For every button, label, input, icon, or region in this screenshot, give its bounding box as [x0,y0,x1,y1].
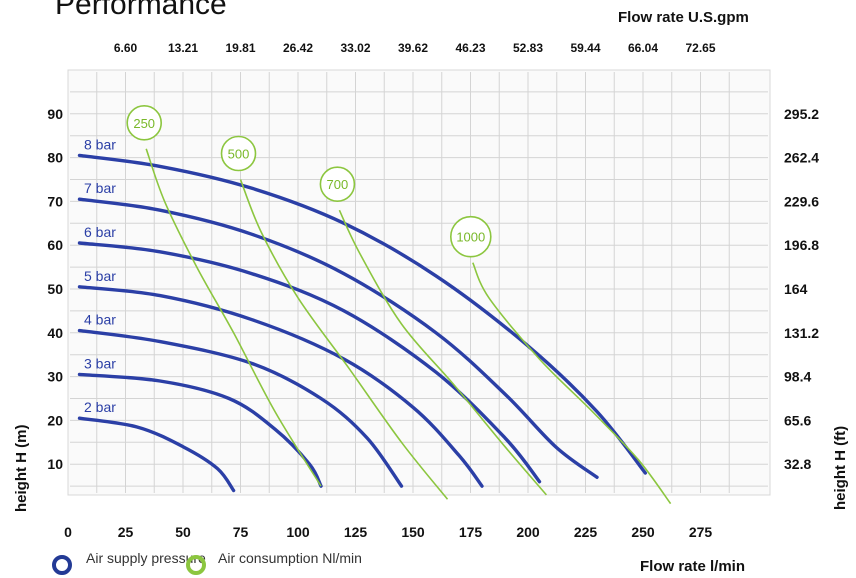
pressure-curve-label: 3 bar [84,355,116,371]
pressure-curve [77,153,647,475]
left-axis-title: height H (m) [13,425,30,513]
pressure-curve-label: 7 bar [84,180,116,196]
x-tick-label: 125 [344,524,368,540]
y-tick-label: 60 [47,237,63,253]
top-axis-title: Flow rate U.S.gpm [618,9,749,26]
top-tick-label: 26.42 [283,41,313,55]
y-tick-label: 40 [47,325,63,341]
air-consumption-curve [472,262,672,505]
air-consumption-curve [338,209,548,496]
x-tick-label: 200 [516,524,540,540]
y-tick-label: 80 [47,150,63,166]
pressure-curve [77,416,236,493]
top-tick-label: 66.04 [628,41,658,55]
air-consumption-label: 700 [327,177,349,192]
air-legend-label: Air consumption Nl/min [218,550,362,566]
pressure-curve [77,372,323,488]
x-tick-label: 175 [459,524,483,540]
top-tick-label: 6.60 [114,41,138,55]
air-consumption-curve [145,148,322,487]
legend: Air supply pressure Air consumption Nl/m… [52,550,362,575]
y-tick-label: 30 [47,369,63,385]
y-right-tick-label: 164 [784,281,808,297]
top-tick-label: 46.23 [455,41,485,55]
air-consumption-marker [220,135,257,172]
top-tick-label: 13.21 [168,41,198,55]
pressure-curve-label: 8 bar [84,136,116,152]
x-tick-label: 275 [689,524,713,540]
pressure-curve [77,197,599,479]
x-tick-label: 75 [233,524,249,540]
x-tick-label: 150 [401,524,425,540]
y-right-tick-label: 262.4 [784,150,819,166]
air-legend-icon [186,555,206,575]
top-tick-label: 52.83 [513,41,543,55]
pressure-curve-label: 6 bar [84,224,116,240]
y-tick-label: 10 [47,456,63,472]
pressure-legend-icon [52,555,72,575]
bottom-axis-ticks: 0 25 50 75 100 125 150 175 200 225 250 275 [64,524,712,540]
pressure-curve [77,285,484,488]
top-tick-label: 39.62 [398,41,428,55]
chart-title: Performance [55,0,227,21]
x-tick-label: 0 [64,524,72,540]
top-tick-label: 19.81 [225,41,255,55]
pressure-curve-label: 2 bar [84,399,116,415]
y-right-tick-label: 229.6 [784,193,819,209]
air-consumption-label: 1000 [456,230,485,245]
x-tick-label: 50 [175,524,191,540]
right-axis-title: height H (ft) [832,426,849,510]
x-tick-label: 100 [286,524,310,540]
y-tick-label: 20 [47,412,63,428]
y-right-tick-label: 32.8 [784,456,811,472]
top-tick-label: 33.02 [340,41,370,55]
y-right-tick-label: 131.2 [784,325,819,341]
y-tick-label: 50 [47,281,63,297]
y-tick-label: 70 [47,193,63,209]
air-consumption-label: 500 [228,147,250,162]
air-consumption-marker [126,105,162,141]
y-right-tick-label: 196.8 [784,237,819,253]
x-tick-label: 250 [631,524,655,540]
top-tick-label: 59.44 [570,41,600,55]
y-tick-label: 90 [47,106,63,122]
bottom-axis-title: Flow rate l/min [640,558,745,575]
y-right-tick-label: 295.2 [784,106,819,122]
air-consumption-label: 250 [133,116,155,131]
pressure-curves: 8 bar 7 bar 6 bar 5 bar 4 bar 3 bar 2 bar [77,136,647,493]
air-consumption-curves: 250 500 700 1000 [126,105,672,505]
pressure-curve [77,241,542,484]
air-consumption-curve [239,179,449,500]
y-right-tick-label: 65.6 [784,412,811,428]
top-tick-label: 72.65 [685,41,715,55]
air-consumption-marker [319,166,356,202]
plot-area [67,69,771,496]
x-tick-label: 25 [118,524,134,540]
right-axis-ticks: 32.8 65.6 98.4 131.2 164 196.8 229.6 262.4 295.2 [784,106,819,472]
pressure-legend-label: Air supply pressure [86,550,206,566]
air-consumption-marker [449,215,492,258]
pressure-curve-label: 5 bar [84,268,116,284]
top-axis-ticks: 6.60 13.21 19.81 26.42 33.02 39.62 46.23 52.83 5… [114,41,716,55]
left-axis-ticks: 10 20 30 40 50 60 70 80 90 [47,106,63,472]
pressure-curve [77,328,404,488]
x-tick-label: 225 [574,524,598,540]
y-right-tick-label: 98.4 [784,369,811,385]
pressure-curve-label: 4 bar [84,312,116,328]
